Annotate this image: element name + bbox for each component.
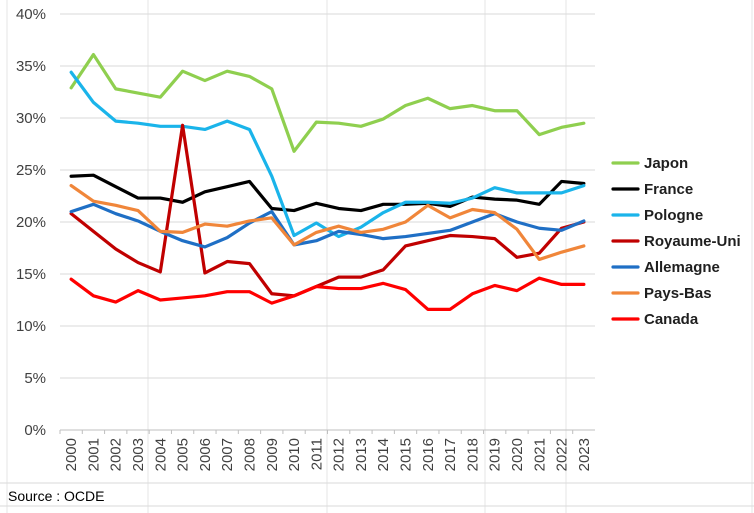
x-tick-label: 2008 (241, 438, 258, 471)
y-tick-label: 30% (16, 110, 46, 127)
series-lines (69, 52, 586, 311)
legend-label: Allemagne (644, 259, 720, 276)
legend-label: Japon (644, 155, 688, 172)
x-tick-label: 2001 (85, 438, 102, 471)
x-tick-label: 2015 (398, 438, 415, 471)
y-tick-label: 35% (16, 58, 46, 75)
y-tick-label: 10% (16, 318, 46, 335)
x-tick-label: 2006 (197, 438, 214, 471)
y-axis-ticks: 0% 5% 10% 15% 20% 25% 30% 35% 40% (16, 6, 46, 439)
source-note: Source : OCDE (8, 488, 105, 504)
legend-label: Pologne (644, 207, 703, 224)
x-tick-label: 2023 (576, 438, 593, 471)
x-tick-label: 2021 (531, 438, 548, 471)
y-tick-label: 15% (16, 266, 46, 283)
legend-label: Pays-Bas (644, 285, 712, 302)
y-tick-label: 20% (16, 214, 46, 231)
legend: Japon France Pologne Royaume-Uni Allemagne Pa… (611, 155, 741, 328)
legend-label: Canada (644, 311, 699, 328)
series-line-pays-bas (69, 184, 586, 262)
x-tick-label: 2007 (219, 438, 236, 471)
x-tick-label: 2011 (308, 438, 325, 470)
legend-label: France (644, 181, 693, 198)
x-tick-label: 2020 (509, 438, 526, 471)
x-tick-label: 2019 (487, 438, 504, 471)
y-tick-label: 25% (16, 162, 46, 179)
x-tick-label: 2005 (175, 438, 192, 471)
x-tick-label: 2012 (331, 438, 348, 471)
x-tick-label: 2016 (420, 438, 437, 471)
legend-label: Royaume-Uni (644, 233, 741, 250)
x-tick-label: 2014 (375, 438, 392, 471)
x-tick-label: 2022 (554, 438, 571, 471)
series-line-japon (69, 52, 586, 153)
x-axis-ticks: 2000 2001 2002 2003 2004 2005 2006 2007 2008 2009… (59, 430, 593, 471)
x-tick-label: 2003 (130, 438, 147, 471)
x-tick-label: 2000 (63, 438, 80, 471)
series-line-canada (69, 276, 586, 311)
series-line-france (69, 173, 586, 213)
x-tick-label: 2018 (464, 438, 481, 471)
x-tick-label: 2013 (353, 438, 370, 471)
series-line-royaume-uni (69, 123, 586, 298)
y-tick-label: 5% (24, 370, 46, 387)
x-tick-label: 2004 (152, 438, 169, 471)
x-tick-label: 2010 (286, 438, 303, 471)
y-tick-label: 40% (16, 6, 46, 23)
x-tick-label: 2009 (264, 438, 281, 471)
x-tick-label: 2002 (108, 438, 125, 471)
y-tick-label: 0% (24, 422, 46, 439)
x-tick-label: 2017 (442, 438, 459, 471)
